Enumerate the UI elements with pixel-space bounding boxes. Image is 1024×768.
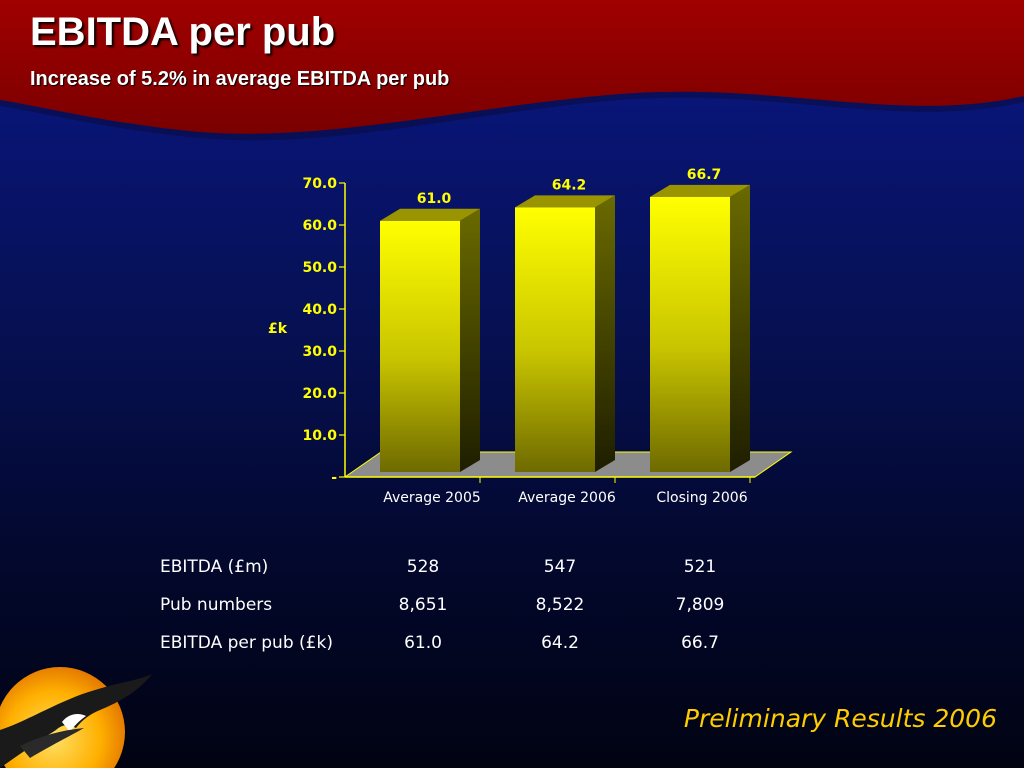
row-label: EBITDA per pub (£k) [160, 633, 333, 653]
y-axis-label: £k [268, 321, 288, 337]
y-tick-label: 30.0 [302, 344, 337, 360]
cell-closing-2006: 66.7 [681, 633, 719, 653]
slide-subtitle: Increase of 5.2% in average EBITDA per p… [30, 68, 450, 90]
table-row: EBITDA (£m) 528 547 521 [160, 555, 760, 593]
table-row: Pub numbers 8,651 8,522 7,809 [160, 593, 760, 631]
cell-average-2006: 8,522 [535, 595, 585, 615]
bar-top-average-2006 [515, 195, 615, 208]
y-tick-label: 70.0 [302, 176, 337, 192]
row-label: EBITDA (£m) [160, 557, 269, 577]
bar-top-average-2005 [380, 208, 480, 221]
y-tick-label: - [331, 470, 337, 486]
y-tick-label: 10.0 [302, 428, 337, 444]
bar-average-2005 [380, 220, 460, 472]
table-row: EBITDA per pub (£k) 61.0 64.2 66.7 [160, 631, 760, 669]
y-tick-label: 60.0 [302, 218, 337, 234]
x-tick-label-average-2005: Average 2005 [383, 490, 481, 506]
x-tick-label-average-2006: Average 2006 [518, 490, 616, 506]
y-tick-label: 40.0 [302, 302, 337, 318]
row-label: Pub numbers [160, 595, 273, 615]
data-label-average-2005: 61.0 [417, 191, 452, 207]
bar-side-average-2005 [460, 208, 480, 473]
cell-average-2005: 528 [406, 557, 440, 577]
eagle-sun-logo [0, 667, 152, 768]
bar-closing-2006 [650, 196, 730, 473]
bar-top-closing-2006 [650, 184, 750, 197]
y-tick-label: 20.0 [302, 386, 337, 402]
bar-side-closing-2006 [730, 184, 750, 473]
header-band [0, 0, 1024, 141]
cell-average-2006: 64.2 [541, 633, 579, 653]
x-tick-label-closing-2006: Closing 2006 [656, 490, 747, 506]
footer-text: Preliminary Results 2006 [683, 704, 997, 733]
cell-closing-2006: 521 [683, 557, 717, 577]
cell-average-2005: 61.0 [404, 633, 442, 653]
data-label-average-2006: 64.2 [552, 177, 587, 193]
cell-closing-2006: 7,809 [675, 595, 725, 615]
cell-average-2006: 547 [543, 557, 577, 577]
cell-average-2005: 8,651 [398, 595, 448, 615]
data-label-closing-2006: 66.7 [687, 167, 722, 183]
summary-table: EBITDA (£m) 528 547 521 Pub numbers 8,65… [160, 555, 760, 669]
bar-average-2006 [515, 207, 595, 473]
y-tick-label: 50.0 [302, 260, 337, 276]
slide-title: EBITDA per pub [30, 10, 336, 54]
bar-side-average-2006 [595, 195, 615, 473]
